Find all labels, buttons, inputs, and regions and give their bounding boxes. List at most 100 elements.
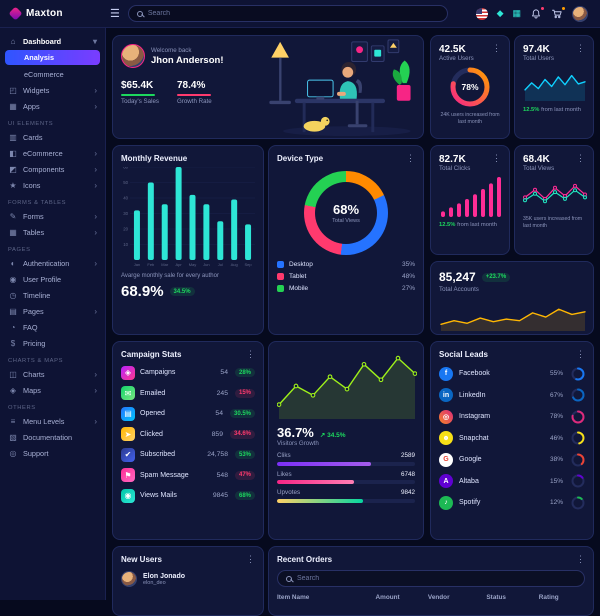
menu-toggle-icon[interactable]: ☰ [110, 8, 120, 20]
metric-likes: Likes 6748 [277, 470, 415, 484]
monthly-revenue-note: Avarge monthly sale for every author [121, 273, 219, 279]
campaign-value: 548 [216, 471, 228, 479]
sidebar-item-timeline[interactable]: ◷ Timeline [0, 287, 105, 303]
sidebar-item-icons[interactable]: ★ Icons › [0, 177, 105, 193]
column-header-item-name: Item Name [277, 594, 310, 601]
campaign-name: Emailed [140, 389, 166, 397]
mobile-icon [277, 285, 284, 292]
user-handle: elon_deo [143, 579, 166, 586]
global-search[interactable] [127, 5, 448, 22]
sidebar-item-documentation[interactable]: ▧ Documentation [0, 429, 105, 445]
charts-icon: ◫ [9, 369, 17, 379]
sidebar-item-pages[interactable]: ▤ Pages › [0, 303, 105, 319]
recent-orders-card: Recent Orders ⋮ Item Name Amount Vendor Sta… [268, 546, 594, 616]
widgets-shortcut-icon[interactable]: ◆ [496, 8, 504, 18]
progress-ring [571, 431, 585, 445]
sidebar-item-components[interactable]: ◩ Components › [0, 161, 105, 177]
spam-icon: ⚑ [121, 468, 135, 482]
legend-mobile: Mobile 27% [277, 285, 415, 292]
sidebar-item-widgets[interactable]: ◰ Widgets › [0, 82, 105, 98]
search-input[interactable] [147, 10, 439, 17]
card-menu-icon[interactable]: ⋮ [406, 153, 415, 163]
orders-search[interactable] [277, 570, 585, 587]
campaign-row-subscribed: ✔ Subscribed 24,758 53% [121, 447, 255, 462]
snapchat-icon: ☻ [439, 431, 453, 445]
welcome-user-name: Jhon Anderson! [151, 54, 224, 66]
brand-name: Maxton [26, 8, 63, 19]
card-menu-icon[interactable]: ⋮ [576, 153, 585, 163]
social-row-facebook: f Facebook 55% [439, 366, 585, 381]
sidebar-item-tables[interactable]: ▦ Tables › [0, 224, 105, 240]
language-flag-icon[interactable] [475, 7, 488, 20]
user-row-elon-jonado[interactable]: Elon Jonado elon_deo [121, 571, 255, 587]
sidebar-item-ecommerce[interactable]: eCommerce [0, 66, 105, 82]
user-avatar[interactable] [572, 5, 588, 22]
progress-ring [571, 496, 585, 509]
donut-value: 68% [332, 202, 360, 217]
card-menu-icon[interactable]: ⋮ [246, 554, 255, 564]
legend-pct: 48% [401, 273, 415, 280]
social-leads-list: f Facebook 55% in LinkedIn 67% ◎ Instagram 78% ☻ S… [439, 366, 585, 510]
cart-icon[interactable] [551, 5, 566, 20]
brand[interactable]: Maxton [0, 6, 106, 21]
svg-text:Jul: Jul [218, 262, 223, 267]
sidebar-item-label: Widgets [23, 85, 50, 95]
sidebar-item-charts[interactable]: ◫ Charts › [0, 366, 105, 382]
nav-section-forms-tables: FORMS & TABLES [8, 200, 67, 206]
active-users-gauge: 78% [448, 65, 492, 109]
sidebar-item-faq[interactable]: ◔ FAQ [0, 319, 105, 335]
sidebar-item-apps[interactable]: ▦ Apps › [0, 98, 105, 114]
visitors-growth-value: 36.7% [277, 425, 314, 440]
chevron-icon: › [94, 306, 97, 316]
campaign-name: Views Mails [140, 492, 177, 499]
apps-grid-icon[interactable]: ▦ [512, 8, 521, 18]
sidebar-item-analysis[interactable]: Analysis [5, 50, 100, 65]
sidebar-item-menu-levels[interactable]: ≡ Menu Levels › [0, 413, 105, 429]
orders-search-input[interactable] [297, 575, 576, 582]
card-menu-icon[interactable]: ⋮ [492, 43, 501, 53]
campaign-value: 54 [215, 410, 223, 417]
metric-progress-track [277, 480, 415, 484]
active-users-note: 24K users increased from last month [440, 112, 500, 126]
cart-badge [561, 5, 566, 11]
instagram-icon: ◎ [439, 409, 453, 424]
social-pct: 38% [549, 456, 563, 463]
nav-section-charts-maps: CHARTS & MAPS [8, 358, 64, 364]
sidebar-item-label: Support [23, 448, 49, 458]
card-menu-icon[interactable]: ⋮ [576, 554, 585, 564]
notification-badge [540, 5, 545, 11]
notifications-icon[interactable] [530, 5, 545, 20]
metric-value: 6748 [400, 470, 415, 478]
metric-name: Cliks [277, 452, 291, 459]
sidebar-item-cards[interactable]: ▥ Cards [0, 129, 105, 145]
total-users-note: from last month [541, 107, 582, 113]
svg-text:Feb: Feb [147, 262, 155, 267]
svg-text:Sep: Sep [244, 262, 252, 267]
new-users-list: Elon Jonado elon_deo [121, 571, 255, 587]
sidebar-item-dashboard[interactable]: ⌂ Dashboard ▾ [0, 33, 105, 49]
sidebar-item-label: Authentication [23, 258, 70, 268]
desktop-icon [277, 261, 284, 268]
campaign-pct-badge: 15% [234, 388, 255, 398]
legend-pct: 35% [401, 261, 415, 268]
metric-progress-fill [277, 461, 371, 466]
chevron-icon: › [94, 369, 97, 379]
sidebar-item-authentication[interactable]: ◐ Authentication › [0, 255, 105, 271]
sidebar-item-forms[interactable]: ✎ Forms › [0, 208, 105, 224]
sidebar-item-ecommerce[interactable]: ◧ eCommerce › [0, 145, 105, 161]
sidebar-item-user-profile[interactable]: ◉ User Profile [0, 271, 105, 287]
active-users-label: Active Users [439, 55, 474, 62]
chevron-icon: › [94, 148, 97, 158]
svg-text:Aug: Aug [231, 262, 238, 267]
maps-icon: ◈ [9, 385, 17, 395]
total-clicks-change: 12.5% [439, 222, 456, 228]
sidebar-item-maps[interactable]: ◈ Maps › [0, 382, 105, 398]
sidebar-item-pricing[interactable]: $ Pricing [0, 335, 105, 351]
total-clicks-card: 82.7K Total Clicks ⋮ 12.5% from last mon… [430, 145, 510, 255]
svg-text:10: 10 [123, 242, 128, 247]
card-menu-icon[interactable]: ⋮ [492, 153, 501, 163]
card-menu-icon[interactable]: ⋮ [576, 43, 585, 53]
card-menu-icon[interactable]: ⋮ [246, 349, 255, 359]
card-menu-icon[interactable]: ⋮ [576, 349, 585, 359]
sidebar-item-support[interactable]: ◎ Support [0, 445, 105, 461]
